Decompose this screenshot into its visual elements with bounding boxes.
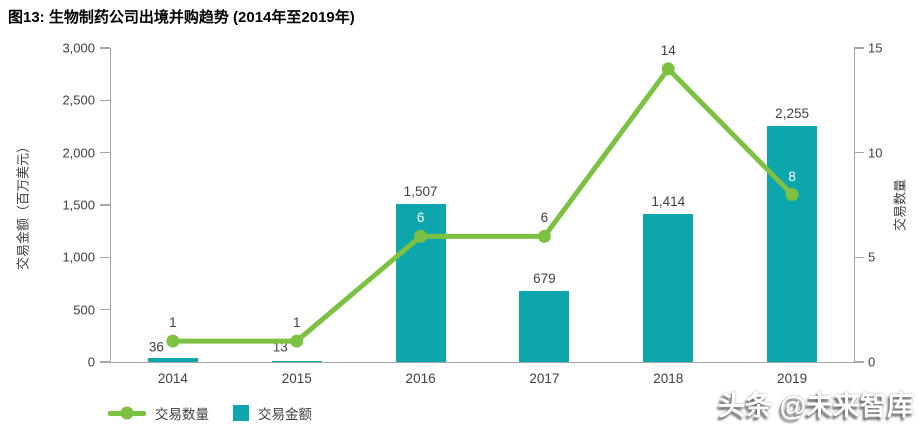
bar — [147, 358, 198, 362]
bar-series-swatch-icon — [233, 405, 249, 421]
right-axis-tickmark — [854, 151, 864, 154]
line-marker-icon — [661, 62, 675, 76]
left-axis-tickmark — [100, 151, 110, 154]
bar-value-label: 2,255 — [775, 105, 809, 121]
right-axis-tick-label: 5 — [868, 249, 876, 265]
line-value-label: 1 — [169, 315, 177, 331]
left-axis-tickmark — [100, 47, 110, 49]
bar-value-label: 679 — [533, 270, 556, 286]
left-axis-tick-label: 500 — [73, 302, 95, 318]
bar-value-label: 1,414 — [651, 194, 686, 209]
x-axis-label: 2015 — [281, 371, 312, 386]
legend-label-deal-count: 交易数量 — [155, 407, 209, 422]
left-axis-tickmark — [100, 99, 110, 102]
left-axis-tick-label: 1,000 — [62, 249, 95, 265]
x-axis-label: 2019 — [777, 371, 808, 386]
bar — [271, 360, 322, 362]
right-axis-tickmark — [854, 47, 864, 49]
line-marker-icon — [414, 229, 428, 243]
left-axis-tickmark — [100, 361, 110, 363]
line-value-label: 6 — [540, 210, 549, 226]
right-axis-tickmark — [854, 361, 864, 363]
line-value-label: 14 — [660, 42, 676, 58]
right-axis-tickmark — [854, 256, 864, 259]
bar — [519, 290, 570, 362]
line-marker-dot-icon — [120, 406, 134, 420]
left-axis-tickmark — [100, 308, 110, 311]
left-axis-tick-label: 0 — [87, 354, 95, 370]
right-axis-tick-label: 15 — [868, 40, 883, 56]
x-axis-label: 2014 — [157, 371, 188, 386]
line-value-label: 1 — [292, 315, 301, 331]
line-marker-icon — [166, 334, 180, 348]
right-axis-tick-label: 0 — [868, 354, 876, 370]
line-marker-icon — [290, 334, 304, 348]
bar — [767, 125, 818, 362]
legend-label-deal-amount: 交易金额 — [258, 407, 312, 422]
line-marker-icon — [537, 229, 551, 243]
legend-item-deal-count: 交易数量 — [108, 403, 209, 423]
left-axis-tickmark — [100, 204, 110, 206]
x-axis-label: 2016 — [405, 371, 436, 386]
left-axis-tick-label: 2,000 — [62, 145, 95, 161]
right-axis-title: 交易数量 — [892, 178, 908, 232]
plot-area: 0 500 1,000 1,500 2,000 2,500 3,000 0 5 10 15 2014 2… — [62, 41, 882, 387]
x-axis-label: 2017 — [529, 371, 560, 386]
left-axis-tick-label: 3,000 — [62, 40, 95, 56]
left-axis-title: 交易金额（百万美元） — [15, 139, 31, 271]
trend-line — [166, 62, 799, 348]
line-marker-icon — [785, 188, 799, 202]
legend: 交易数量 交易金额 — [108, 403, 312, 423]
legend-item-deal-amount: 交易金额 — [233, 403, 312, 423]
chart-title: 图13: 生物制药公司出境并购趋势 (2014年至2019年) — [8, 9, 355, 26]
left-axis-tickmark — [100, 256, 110, 259]
left-axis-tick-label: 2,500 — [62, 92, 95, 108]
right-axis-tick-label: 10 — [868, 145, 883, 161]
bar-value-label: 36 — [148, 339, 164, 355]
line-value-label: 8 — [788, 168, 796, 184]
bar — [643, 214, 694, 362]
line-series-swatch-icon — [108, 406, 146, 420]
bar-value-label: 1,507 — [403, 184, 438, 200]
line-value-label: 6 — [416, 210, 425, 226]
left-axis-tick-label: 1,500 — [62, 197, 95, 213]
watermark: 头条 @未来智库 — [718, 391, 914, 421]
x-axis-label: 2018 — [653, 371, 684, 386]
